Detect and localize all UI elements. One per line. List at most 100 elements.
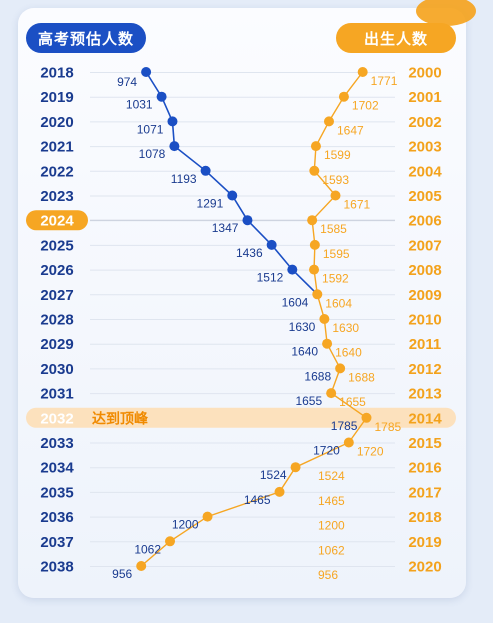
birth-year-label: 2018 [408, 509, 441, 526]
exam-value-label: 1720 [313, 444, 340, 458]
births-value-label: 1720 [357, 445, 384, 459]
birth-year-label: 2005 [408, 188, 441, 205]
exam-value-label: 1524 [260, 468, 287, 482]
chart-card [18, 0, 476, 598]
exam-year-label: 2024 [40, 213, 74, 230]
births-value-label: 1640 [335, 346, 362, 360]
exam-point [242, 215, 253, 226]
birth-year-label: 2003 [408, 139, 441, 156]
birth-year-label: 2008 [408, 262, 441, 279]
births-point [319, 314, 330, 324]
births-value-label: 1702 [352, 99, 379, 113]
births-point [136, 561, 147, 571]
birth-year-label: 2020 [408, 559, 441, 576]
exam-year-label: 2033 [40, 435, 73, 452]
exam-value-label: 1785 [331, 419, 358, 433]
births-value-label: 1671 [344, 198, 371, 212]
births-point [322, 338, 333, 349]
current-year-pill [26, 210, 88, 231]
births-point [290, 462, 301, 473]
births-point [165, 536, 176, 547]
births-point [310, 141, 321, 152]
births-point [309, 239, 320, 250]
exam-point [141, 67, 152, 77]
exam-year-label: 2029 [40, 336, 73, 353]
exam-year-label: 2018 [40, 65, 73, 82]
birth-year-label: 2012 [408, 361, 441, 378]
births-point [307, 215, 318, 226]
births-point [309, 264, 320, 275]
exam-point [227, 190, 238, 201]
birth-year-label: 2014 [408, 410, 442, 427]
exam-year-label: 2027 [40, 287, 73, 304]
births-value-label: 1599 [324, 148, 351, 162]
births-point [309, 165, 320, 176]
exam-point [287, 264, 298, 275]
births-point [274, 486, 285, 497]
exam-value-label: 1078 [139, 147, 166, 161]
exam-value-label: 1062 [134, 542, 161, 556]
exam-year-label: 2019 [40, 89, 73, 106]
births-value-label: 956 [318, 568, 338, 582]
exam-year-label: 2025 [40, 237, 73, 254]
peak-label: 达到顶峰 [92, 410, 149, 427]
exam-value-label: 1200 [172, 518, 199, 532]
births-value-label: 1771 [371, 74, 398, 88]
birth-year-label: 2017 [408, 484, 441, 501]
birth-year-label: 2002 [408, 114, 441, 131]
exam-value-label: 1291 [197, 197, 224, 211]
birth-year-label: 2009 [408, 287, 441, 304]
exam-year-label: 2036 [40, 509, 73, 526]
births-point [357, 67, 368, 77]
births-value-label: 1688 [348, 370, 375, 384]
exam-point [200, 165, 211, 176]
birth-year-label: 2010 [408, 312, 441, 329]
birth-year-label: 2007 [408, 237, 441, 254]
exam-value-label: 1604 [282, 295, 309, 309]
exam-series-line [145, 71, 318, 295]
exam-value-label: 1465 [244, 493, 271, 507]
exam-point [169, 141, 180, 152]
exam-value-label: 956 [112, 567, 132, 581]
births-point [338, 91, 349, 102]
exam-takers-header: 高考预估人数 [26, 23, 146, 53]
exam-year-label: 2030 [40, 361, 73, 378]
exam-year-label: 2026 [40, 262, 73, 279]
exam-year-label: 2037 [40, 534, 73, 551]
birth-year-label: 2015 [408, 435, 441, 452]
exam-value-label: 1688 [304, 369, 331, 383]
births-point [312, 289, 323, 300]
exam-point [266, 239, 277, 250]
births-value-label: 1604 [325, 296, 352, 310]
births-point [323, 116, 334, 127]
births-value-label: 1647 [337, 123, 364, 137]
births-value-label: 1592 [322, 272, 349, 286]
exam-value-label: 1031 [126, 98, 153, 112]
exam-value-label: 974 [117, 75, 137, 89]
births-value-label: 1465 [318, 494, 345, 508]
exam-value-label: 1640 [291, 345, 318, 359]
exam-value-label: 1347 [212, 221, 239, 235]
birth-year-label: 2000 [408, 65, 441, 82]
exam-value-label: 1193 [171, 172, 197, 186]
birth-year-label: 2011 [409, 336, 442, 353]
exam-point [167, 116, 178, 127]
exam-value-label: 1436 [236, 246, 263, 260]
births-value-label: 1200 [318, 519, 345, 533]
exam-year-label: 2034 [40, 460, 74, 477]
exam-value-label: 1655 [295, 394, 322, 408]
births-value-label: 1655 [339, 395, 366, 409]
birth-year-label: 2001 [408, 89, 441, 106]
births-point [202, 511, 213, 522]
birth-year-label: 2019 [408, 534, 441, 551]
births-point [361, 412, 372, 423]
exam-value-label: 1630 [289, 320, 316, 334]
exam-year-label: 2031 [40, 386, 73, 403]
births-value-label: 1585 [320, 222, 347, 236]
births-header: 出生人数 [336, 23, 456, 53]
births-value-label: 1524 [318, 469, 345, 483]
birth-year-label: 2013 [408, 386, 441, 403]
exam-year-label: 2035 [40, 484, 73, 501]
exam-year-label: 2020 [40, 114, 73, 131]
